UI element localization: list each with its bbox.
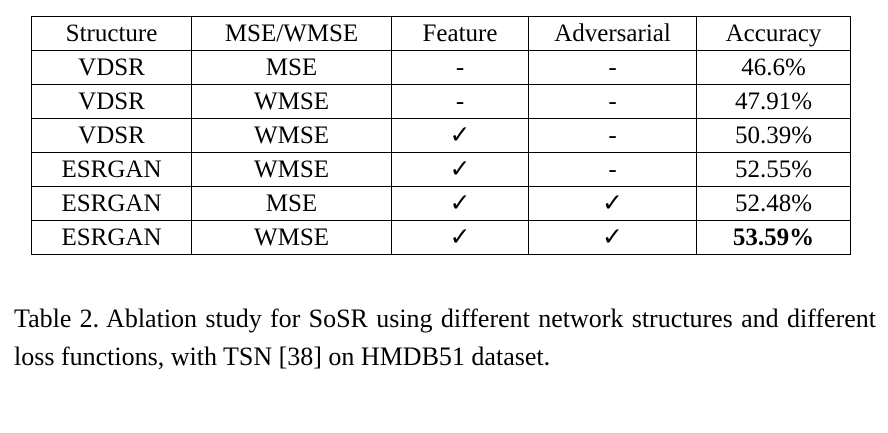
header-structure: Structure [31, 16, 192, 51]
cell-structure: VDSR [31, 84, 192, 119]
cell-feature: - [391, 84, 529, 119]
cell-loss: WMSE [191, 152, 392, 187]
cell-feature: ✓ [391, 118, 529, 153]
cell-accuracy: 52.55% [696, 152, 851, 187]
ablation-table: Structure MSE/WMSE Feature Adversarial A… [31, 16, 851, 255]
cell-adversarial: - [528, 118, 697, 153]
cell-adversarial: - [528, 50, 697, 85]
cell-structure: ESRGAN [31, 186, 192, 221]
header-loss: MSE/WMSE [191, 16, 392, 51]
table-row: ESRGAN MSE ✓ ✓ 52.48% [31, 186, 851, 221]
cell-adversarial: ✓ [528, 186, 697, 221]
cell-accuracy: 47.91% [696, 84, 851, 119]
table-row: ESRGAN WMSE ✓ ✓ 53.59% [31, 220, 851, 255]
cell-accuracy: 52.48% [696, 186, 851, 221]
cell-structure: VDSR [31, 118, 192, 153]
cell-adversarial: ✓ [528, 220, 697, 255]
cell-adversarial: - [528, 84, 697, 119]
cell-loss: WMSE [191, 118, 392, 153]
table-row: ESRGAN WMSE ✓ - 52.55% [31, 152, 851, 187]
cell-loss: MSE [191, 186, 392, 221]
cell-adversarial: - [528, 152, 697, 187]
cell-loss: WMSE [191, 220, 392, 255]
cell-structure: ESRGAN [31, 220, 192, 255]
cell-feature: - [391, 50, 529, 85]
cell-feature: ✓ [391, 220, 529, 255]
cell-accuracy: 46.6% [696, 50, 851, 85]
table-row: VDSR WMSE - - 47.91% [31, 84, 851, 119]
cell-loss: MSE [191, 50, 392, 85]
cell-structure: VDSR [31, 50, 192, 85]
table-row: VDSR MSE - - 46.6% [31, 50, 851, 85]
header-accuracy: Accuracy [696, 16, 851, 51]
table-row: VDSR WMSE ✓ - 50.39% [31, 118, 851, 153]
table-caption: Table 2. Ablation study for SoSR using d… [14, 304, 876, 371]
cell-accuracy: 50.39% [696, 118, 851, 153]
cell-loss: WMSE [191, 84, 392, 119]
cell-structure: ESRGAN [31, 152, 192, 187]
header-feature: Feature [391, 16, 529, 51]
header-adversarial: Adversarial [528, 16, 697, 51]
cell-feature: ✓ [391, 186, 529, 221]
table-header-row: Structure MSE/WMSE Feature Adversarial A… [31, 16, 851, 51]
cell-feature: ✓ [391, 152, 529, 187]
cell-accuracy-best: 53.59% [696, 220, 851, 255]
